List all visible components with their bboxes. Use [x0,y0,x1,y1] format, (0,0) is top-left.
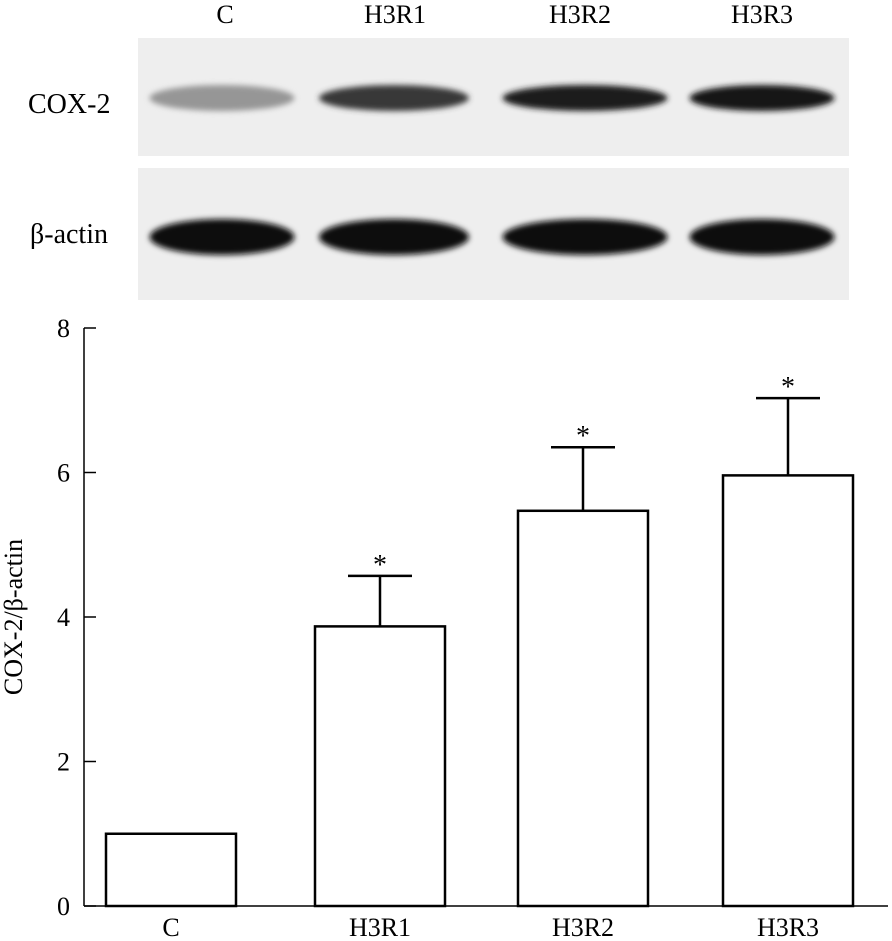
bar-c [104,832,238,908]
blot-band-cox2-h3r3 [689,85,835,111]
blot-row-cox2: COX-2 [28,38,849,156]
y-tick-label: 2 [57,748,70,777]
blot-band-cox2-h3r1 [319,85,469,111]
blot-band-beta-actin-c [149,219,295,255]
y-axis-ticks: 0 2 4 6 8 [57,314,96,921]
bar-h3r2 [516,509,650,908]
western-blot: C H3R1 H3R2 H3R3 COX-2 β-actin [28,0,849,300]
blot-band-beta-actin-h3r2 [502,219,668,255]
y-tick-label: 0 [57,892,70,921]
x-axis-tick-labels: C H3R1 H3R2 H3R3 [162,913,819,941]
blot-bands-beta-actin [149,219,835,255]
y-axis-title: COX-2/β-actin [0,539,28,695]
y-tick-label: 6 [57,459,70,488]
blot-lane-label-h3r2: H3R2 [549,0,611,29]
significance-h3r3: * [781,372,795,403]
x-tick-label-c: C [162,913,179,941]
bar-h3r3 [721,474,855,908]
y-tick-label: 8 [57,314,70,343]
blot-lane-label-h3r1: H3R1 [364,0,426,29]
bar-chart: 0 2 4 6 8 COX-2/β-actin * * * C H3R1 H3R2 H3R3 [0,314,888,941]
x-tick-label-h3r1: H3R1 [349,913,411,941]
x-tick-label-h3r2: H3R2 [552,913,614,941]
significance-h3r1: * [373,550,387,581]
x-tick-label-h3r3: H3R3 [757,913,819,941]
y-tick-label: 4 [57,603,70,632]
blot-band-cox2-h3r2 [502,85,668,111]
blot-band-beta-actin-h3r3 [689,219,835,255]
blot-lane-labels: C H3R1 H3R2 H3R3 [216,0,793,29]
bar-h3r1 [313,625,447,908]
blot-row-label-beta-actin: β-actin [30,219,108,250]
blot-band-cox2-c [149,85,295,111]
blot-band-beta-actin-h3r1 [319,219,469,255]
bars: * * * [104,372,855,908]
significance-h3r2: * [576,421,590,452]
blot-row-beta-actin: β-actin [30,168,849,300]
blot-lane-label-c: C [216,0,233,29]
blot-row-label-cox2: COX-2 [28,89,110,120]
blot-bands-cox2 [149,85,835,111]
blot-lane-label-h3r3: H3R3 [731,0,793,29]
